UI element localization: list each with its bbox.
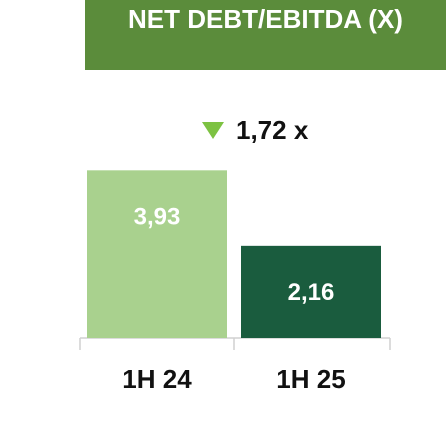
data-label: 3,93 [134,204,181,231]
x-tick-label: 1H 25 [276,364,345,394]
data-label: 2,16 [288,279,335,306]
down-arrow [202,122,224,139]
annotation: 1,72 x [236,115,309,145]
title-banner: NET DEBT/EBITDA (X) [85,0,446,70]
bar [241,245,381,338]
chart-title: NET DEBT/EBITDA (X) [128,4,403,34]
x-tick-label: 1H 24 [122,364,192,394]
bar [87,170,227,338]
